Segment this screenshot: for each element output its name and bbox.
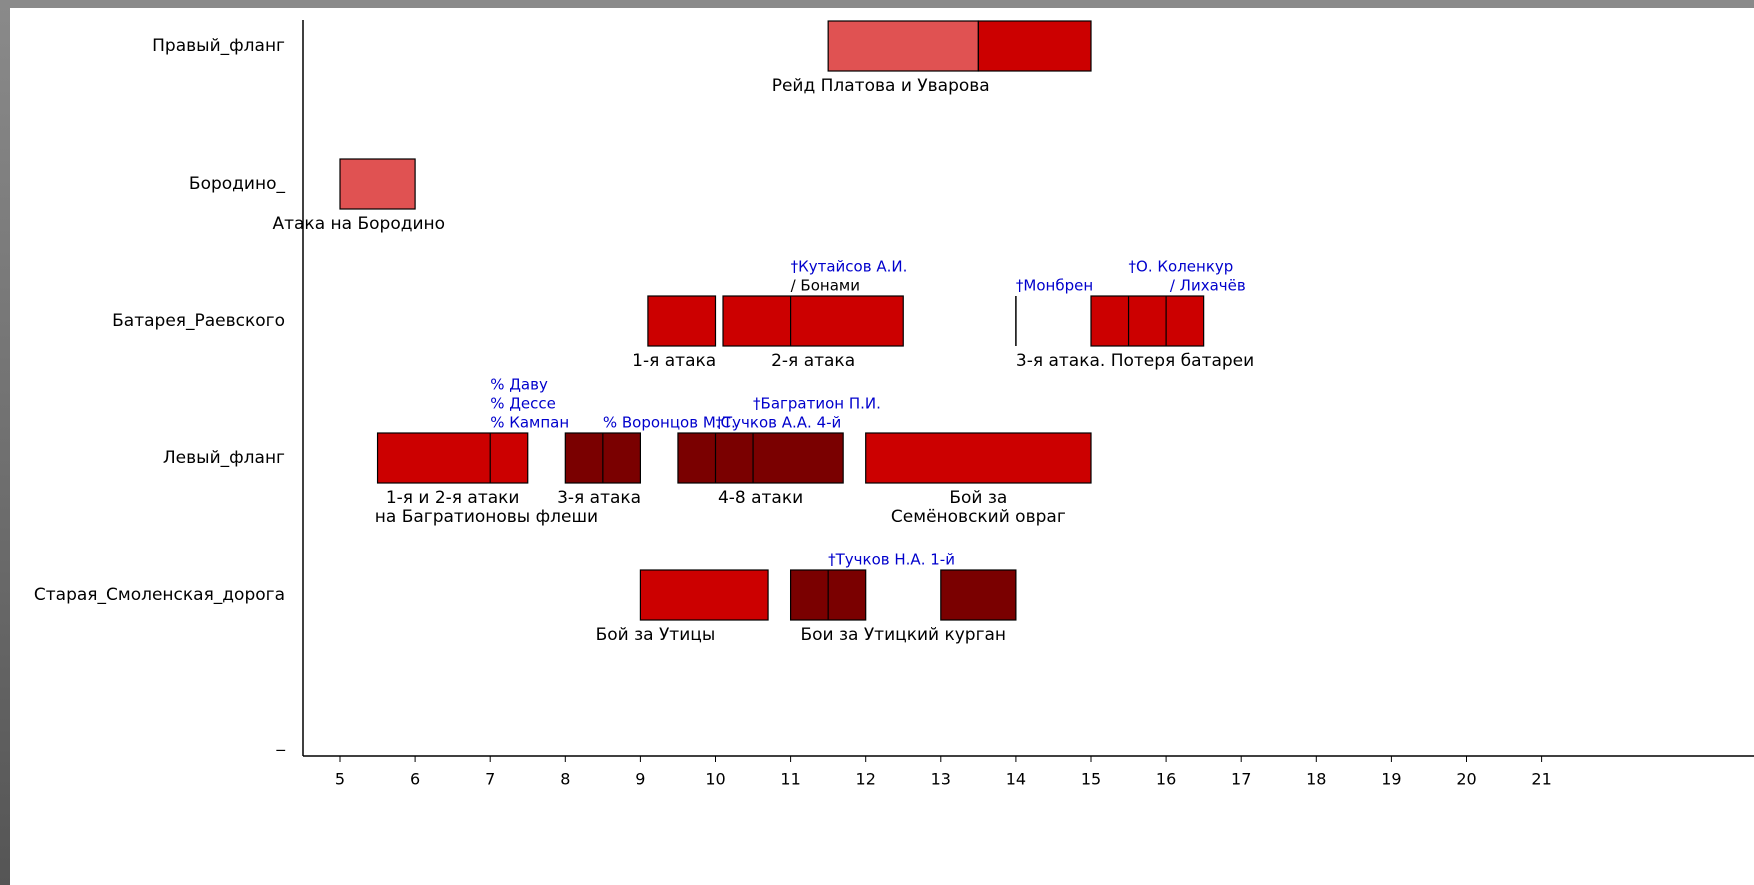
timeline-bar [339, 158, 416, 210]
annotation-label: †Кутайсов А.И. [791, 258, 908, 276]
x-tick-label: 8 [560, 770, 570, 789]
bar-label: Семёновский овраг [891, 507, 1066, 527]
bar-label: 3-я атака [557, 488, 641, 508]
row-label: Бородино_ [189, 174, 286, 194]
timeline-bar [639, 569, 769, 621]
annotation-label: / Лихачёв [1170, 277, 1246, 295]
x-tick-label: 16 [1156, 770, 1176, 789]
timeline-bar [677, 432, 844, 484]
annotation-label: †Тучков Н.А. 1-й [828, 551, 955, 569]
timeline-bar [977, 20, 1092, 72]
bar-label: Бой за Утицы [596, 625, 716, 645]
annotation-label: % Даву [490, 376, 548, 394]
chart-frame: 5 6 7 8 9 10 11 12 13 14 15 16 17 18 19 20 21 Правый_флан… [10, 8, 1754, 885]
x-tick-label: 18 [1306, 770, 1326, 789]
x-tick-label: 17 [1231, 770, 1251, 789]
row-label: Батарея_Раевского [112, 311, 285, 331]
x-tick-label: 5 [335, 770, 345, 789]
bar-label: Атака на Бородино [272, 214, 445, 234]
timeline-bar [940, 569, 1017, 621]
x-tick-label: 6 [410, 770, 420, 789]
x-tick-label: 12 [856, 770, 876, 789]
x-tick-label: 13 [931, 770, 951, 789]
x-tick-label: 9 [635, 770, 645, 789]
annotation-label: †Монбрен [1016, 277, 1093, 295]
bar-label: на Багратионовы флеши [375, 507, 598, 527]
timeline-bar [1090, 295, 1205, 347]
annotation-label: / Бонами [791, 277, 860, 295]
timeline-bar [722, 295, 904, 347]
bar-label: Бой за [949, 488, 1007, 508]
annotation-label: †Багратион П.И. [753, 395, 881, 413]
x-tick-label: 10 [705, 770, 725, 789]
x-tick-label: 21 [1531, 770, 1551, 789]
row-label: _ [276, 732, 286, 752]
bar-label: 4-8 атаки [718, 488, 803, 508]
bar-label: 1-я и 2-я атаки [386, 488, 520, 508]
bar-label: Рейд Платова и Уварова [772, 76, 990, 96]
timeline-bar [376, 432, 529, 484]
x-tick-label: 11 [780, 770, 800, 789]
bar-label: 3-я атака. Потеря батареи [1016, 351, 1254, 371]
timeline-bar [827, 20, 979, 72]
timeline-bar [865, 432, 1092, 484]
gantt-chart: 5 6 7 8 9 10 11 12 13 14 15 16 17 18 19 20 21 Правый_флан… [34, 20, 1754, 789]
bar-label: 1-я атака [632, 351, 716, 371]
bar-label: Бои за Утицкий курган [800, 625, 1006, 645]
x-tick-label: 14 [1006, 770, 1026, 789]
x-tick-label: 20 [1456, 770, 1476, 789]
annotation-label: % Дессе [490, 395, 556, 413]
timeline-bar [647, 295, 717, 347]
annotation-label: % Кампан [490, 414, 569, 432]
x-tick-label: 7 [485, 770, 495, 789]
row-label: Старая_Смоленская_дорога [34, 585, 285, 605]
x-tick-label: 15 [1081, 770, 1101, 789]
bar-label: 2-я атака [771, 351, 855, 371]
annotation-label: % Воронцов М.С. [603, 414, 736, 432]
annotation-label: †О. Коленкур [1129, 258, 1234, 276]
row-label: Левый_фланг [163, 448, 285, 468]
x-tick-label: 19 [1381, 770, 1401, 789]
annotation-label: †Тучков А.А. 4-й [716, 414, 842, 432]
row-label: Правый_фланг [152, 36, 285, 56]
